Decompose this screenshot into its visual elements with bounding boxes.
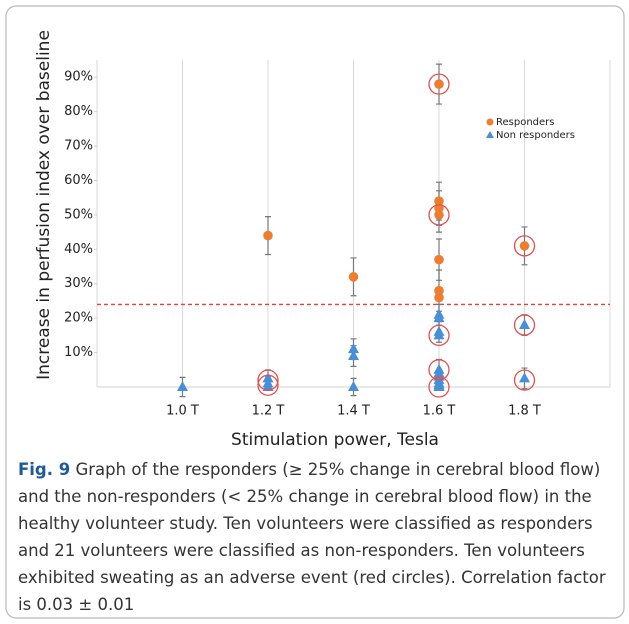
legend-label: Responders: [496, 117, 555, 128]
y-tick-label: 80%: [64, 104, 93, 119]
data-point: [177, 381, 188, 391]
adverse-event-circle: [513, 235, 536, 257]
data-point: [519, 319, 530, 330]
x-tick-label: 1.6 T: [423, 404, 456, 419]
x-tick-label: 1.4 T: [337, 404, 370, 419]
y-axis-label: Increase in perfusion index over baselin…: [34, 30, 54, 380]
caption: Fig. 9 Graph of the responders (≥ 25% ch…: [18, 456, 614, 618]
data-point: [348, 381, 359, 391]
data-point: [262, 381, 274, 391]
data-point: [262, 372, 274, 383]
data-point: [519, 372, 530, 383]
data-point: [433, 329, 445, 340]
adverse-event-circle: [257, 374, 279, 396]
adverse-event-circle: [513, 314, 536, 336]
data-point: [434, 79, 444, 89]
frame: [5, 5, 625, 619]
adverse-event-circle: [428, 73, 450, 95]
data-point: [519, 241, 530, 251]
y-tick-label: 90%: [64, 70, 93, 85]
data-point: [434, 210, 444, 220]
adverse-event-circle: [428, 359, 450, 381]
y-tick-label: 50%: [64, 207, 93, 222]
x-tick-label: 1.8 T: [508, 404, 541, 419]
data-point: [433, 381, 445, 391]
x-tick-label: 1.2 T: [252, 404, 285, 419]
data-point: [348, 343, 359, 354]
legend-label: Non responders: [496, 130, 575, 141]
data-point: [433, 312, 445, 323]
data-point: [434, 254, 444, 265]
y-tick-label: 70%: [64, 139, 93, 154]
y-tick-label: 40%: [64, 242, 93, 257]
y-tick-label: 20%: [64, 311, 93, 326]
caption-label: Fig. 9: [18, 460, 71, 479]
adverse-event-circle: [428, 204, 450, 226]
y-tick-label: 60%: [64, 173, 93, 188]
data-point: [434, 196, 444, 206]
adverse-event-circle: [428, 376, 450, 398]
x-axis-label: Stimulation power, Tesla: [231, 430, 439, 450]
legend-marker: [486, 118, 494, 126]
y-tick-label: 30%: [64, 276, 93, 291]
data-point: [348, 272, 359, 282]
caption-text: Graph of the responders (≥ 25% change in…: [18, 460, 606, 614]
data-point: [434, 285, 444, 296]
y-tick-label: 10%: [64, 345, 93, 360]
adverse-event-circle: [428, 324, 450, 347]
data-point: [434, 292, 444, 303]
adverse-event-circle: [257, 369, 279, 391]
legend-marker: [486, 131, 494, 138]
data-point: [348, 350, 359, 361]
x-tick-label: 1.0 T: [166, 404, 199, 419]
adverse-event-circle: [513, 369, 536, 391]
data-point: [263, 230, 273, 241]
